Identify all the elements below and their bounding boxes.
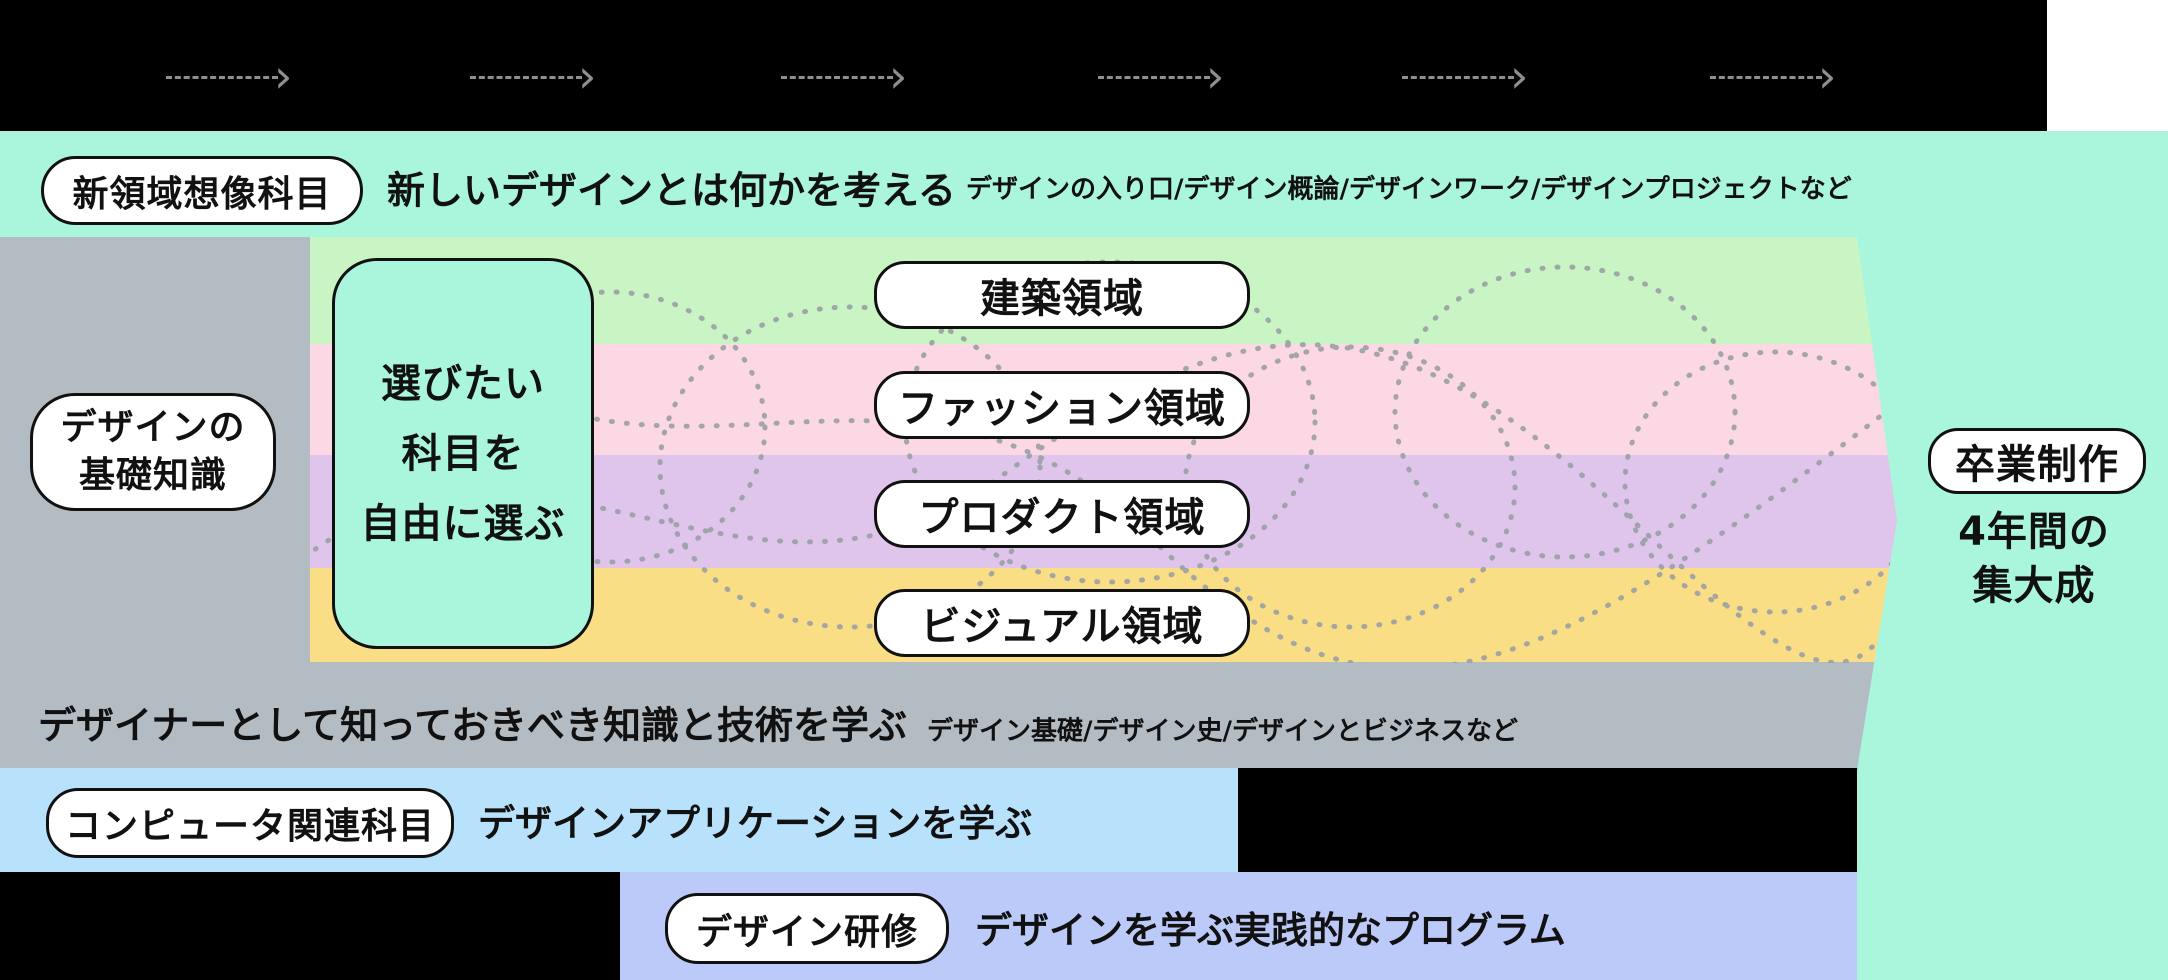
design-basics-badge: デザインの 基礎知識 [30, 393, 276, 511]
dashed-arrow: › [166, 53, 292, 99]
timeline-bar [0, 0, 2047, 131]
new-domain-badge: 新領域想像科目 [41, 156, 363, 225]
design-basics-label: デザインの 基礎知識 [60, 407, 246, 496]
computer-badge: コンピュータ関連科目 [46, 788, 454, 858]
black-filler-right [1238, 768, 1940, 872]
foundation-detail: デザイン基礎/デザイン史/デザインとビジネスなど [927, 716, 1518, 747]
arrow-dash [1098, 76, 1210, 79]
dashed-arrow: › [1710, 53, 1836, 99]
free-choice-label: 選びたい 科目を 自由に選ぶ [360, 360, 566, 547]
black-filler-bottom-left [0, 872, 620, 980]
computer-headline: デザインアプリケーションを学ぶ [478, 802, 1033, 845]
graduation-region [1857, 237, 2168, 980]
domain-pill-architecture: 建築領域 [874, 261, 1250, 329]
new-domain-headline: 新しいデザインとは何かを考える [387, 168, 956, 213]
dashed-arrow: › [1402, 53, 1528, 99]
foundation-band [0, 663, 1940, 768]
domain-pill-product: プロダクト領域 [874, 480, 1250, 548]
dashed-arrow: › [1098, 53, 1224, 99]
arrow-dash [1402, 76, 1514, 79]
arrow-dash [781, 76, 893, 79]
arrow-dash [1710, 76, 1822, 79]
new-domain-detail: デザインの入り口/デザイン概論/デザインワーク/デザインプロジェクトなど [966, 174, 1852, 205]
graduation-caption: 4年間の 集大成 [1958, 509, 2110, 609]
foundation-headline: デザイナーとして知っておきべき知識と技術を学ぶ [38, 703, 908, 748]
graduation-badge: 卒業制作 [1928, 428, 2146, 494]
arrow-dash [166, 76, 278, 79]
domain-pill-fashion: ファッション領域 [874, 371, 1250, 439]
arrow-dash [470, 76, 582, 79]
dashed-arrow: › [781, 53, 907, 99]
training-badge: デザイン研修 [665, 893, 949, 964]
domain-pill-visual: ビジュアル領域 [874, 589, 1250, 657]
free-choice-box: 選びたい 科目を 自由に選ぶ [332, 258, 594, 649]
training-headline: デザインを学ぶ実践的なプログラム [975, 909, 1566, 952]
dashed-arrow: › [470, 53, 596, 99]
